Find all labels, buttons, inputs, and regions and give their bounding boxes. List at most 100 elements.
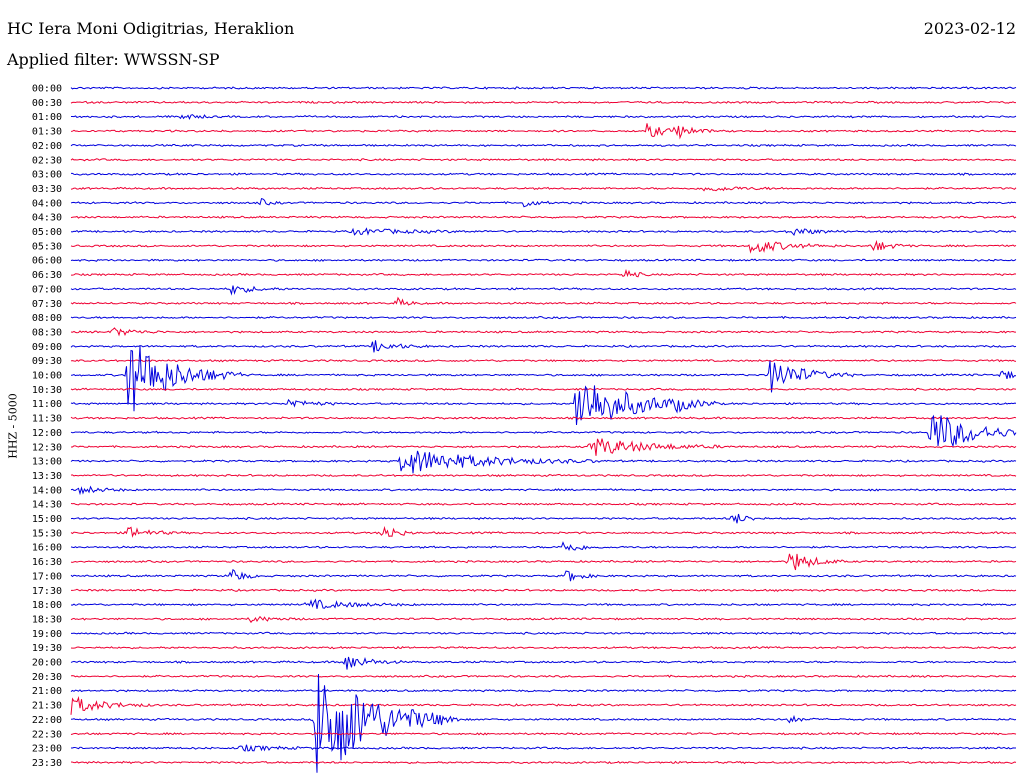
trace-line — [70, 689, 1017, 693]
trace-line — [70, 315, 1017, 320]
time-tick-label: 08:00 — [32, 313, 62, 324]
time-tick-label: 17:00 — [32, 571, 62, 582]
trace-line — [70, 198, 1017, 208]
trace-line — [70, 86, 1017, 90]
time-tick-label: 07:00 — [32, 284, 62, 295]
trace-line — [70, 416, 1017, 420]
trace-line — [70, 114, 1017, 121]
time-tick-label: 22:00 — [32, 715, 62, 726]
trace-line — [70, 227, 1017, 237]
time-tick-label: 08:30 — [32, 327, 62, 338]
trace-line — [70, 340, 1017, 353]
time-tick-label: 10:30 — [32, 385, 62, 396]
time-tick-label: 09:30 — [32, 356, 62, 367]
trace-line — [70, 485, 1017, 496]
trace-line — [70, 541, 1017, 551]
time-tick-label: 22:30 — [32, 729, 62, 740]
time-tick-label: 00:00 — [32, 84, 62, 95]
trace-line — [70, 695, 1017, 715]
trace-line — [70, 296, 1017, 306]
time-tick-label: 20:30 — [32, 672, 62, 683]
station-title: HC Iera Moni Odigitrias, Heraklion — [7, 19, 295, 38]
time-tick-label: 21:00 — [32, 686, 62, 697]
time-tick-label: 05:30 — [32, 241, 62, 252]
time-tick-label: 15:30 — [32, 528, 62, 539]
trace-line — [70, 502, 1017, 506]
trace-line — [70, 268, 1017, 278]
trace-line — [70, 631, 1017, 636]
trace-line — [70, 158, 1017, 162]
trace-line — [70, 450, 1017, 474]
time-tick-label: 02:00 — [32, 141, 62, 152]
time-tick-label: 04:00 — [32, 198, 62, 209]
trace-line — [70, 385, 1017, 426]
time-tick-label: 18:30 — [32, 614, 62, 625]
trace-line — [70, 346, 1017, 412]
time-tick-label: 01:00 — [32, 112, 62, 123]
time-tick-label: 09:00 — [32, 342, 62, 353]
trace-line — [70, 656, 1017, 670]
time-tick-label: 07:30 — [32, 299, 62, 310]
time-tick-label: 01:30 — [32, 127, 62, 138]
time-tick-label: 03:30 — [32, 184, 62, 195]
trace-line — [70, 414, 1017, 448]
time-tick-label: 14:00 — [32, 485, 62, 496]
trace-line — [71, 744, 1017, 752]
time-tick-label: 16:30 — [32, 557, 62, 568]
time-tick-label: 12:30 — [32, 442, 62, 453]
time-tick-label: 02:30 — [32, 155, 62, 166]
trace-line — [70, 553, 1017, 571]
trace-line — [70, 615, 1017, 624]
trace-line — [70, 123, 1017, 140]
time-tick-label: 03:00 — [32, 170, 62, 181]
trace-line — [70, 143, 1017, 148]
time-tick-label: 12:00 — [32, 428, 62, 439]
trace-line — [70, 473, 1017, 478]
trace-line — [70, 674, 1017, 773]
trace-line — [70, 525, 1017, 538]
trace-line — [70, 513, 1017, 524]
trace-line — [70, 645, 1017, 650]
filter-label: Applied filter: WWSSN-SP — [7, 50, 220, 69]
time-tick-label: 16:00 — [32, 543, 62, 554]
time-tick-label: 18:00 — [32, 600, 62, 611]
time-tick-label: 13:00 — [32, 457, 62, 468]
trace-line — [70, 215, 1017, 219]
trace-line — [70, 387, 1017, 392]
time-tick-label: 00:30 — [32, 98, 62, 109]
time-tick-label: 19:00 — [32, 629, 62, 640]
time-tick-label: 17:30 — [32, 586, 62, 597]
trace-line — [71, 588, 1017, 592]
time-tick-label: 11:30 — [32, 414, 62, 425]
time-tick-label: 19:30 — [32, 643, 62, 654]
trace-line — [70, 258, 1017, 262]
time-tick-label: 11:00 — [32, 399, 62, 410]
time-tick-label: 15:00 — [32, 514, 62, 525]
trace-line — [70, 186, 1017, 192]
time-tick-label: 23:30 — [32, 758, 62, 769]
trace-line — [70, 598, 1017, 609]
trace-line — [70, 674, 1017, 679]
trace-line — [70, 327, 1017, 337]
time-tick-label: 10:00 — [32, 371, 62, 382]
trace-line — [70, 732, 1017, 736]
trace-line — [70, 285, 1017, 296]
trace-line — [70, 568, 1017, 582]
time-tick-label: 04:30 — [32, 213, 62, 224]
time-tick-label: 20:00 — [32, 658, 62, 669]
trace-line — [70, 100, 1017, 105]
time-tick-label: 23:00 — [32, 744, 62, 755]
time-tick-label: 21:30 — [32, 701, 62, 712]
trace-line — [70, 760, 1017, 765]
record-date: 2023-02-12 — [923, 19, 1016, 38]
time-tick-label: 06:30 — [32, 270, 62, 281]
trace-line — [70, 172, 1017, 176]
trace-line — [70, 438, 1017, 456]
time-tick-label: 06:00 — [32, 256, 62, 267]
time-tick-label: 13:30 — [32, 471, 62, 482]
time-tick-label: 14:30 — [32, 500, 62, 511]
trace-line — [70, 359, 1017, 363]
trace-line — [70, 239, 1017, 254]
time-tick-label: 05:00 — [32, 227, 62, 238]
